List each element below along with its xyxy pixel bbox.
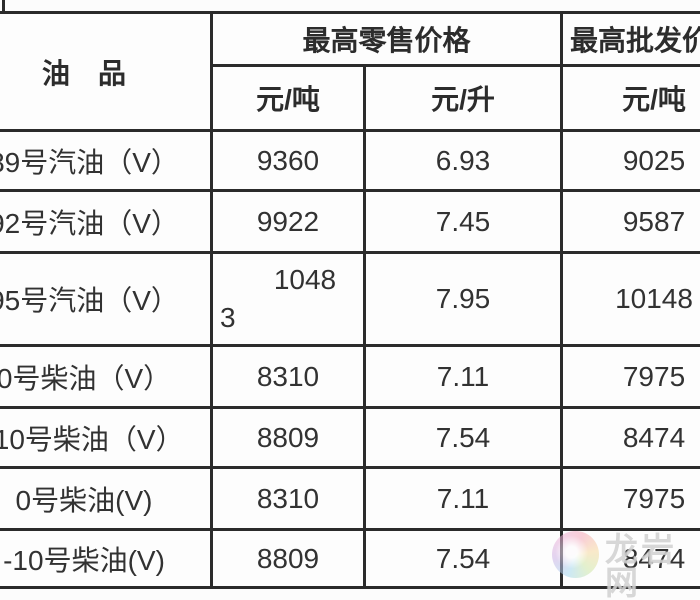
retail-liter-cell: 7.54: [362, 528, 564, 589]
retail-liter-cell: 7.45: [362, 189, 564, 254]
table-row: 0号柴油（V） 8310 7.11 7975: [0, 344, 700, 409]
wrapped-number-line2: 3: [220, 302, 236, 333]
retail-liter-cell: 7.11: [362, 344, 564, 409]
product-cell: -10号柴油（V）: [0, 406, 213, 469]
wholesale-ton-cell: 7975: [560, 466, 700, 531]
product-cell: 89号汽油（V）: [0, 129, 213, 192]
header-retail-per-liter: 元/升: [362, 64, 564, 132]
retail-liter-cell: 6.93: [362, 129, 564, 192]
product-cell: 92号汽油（V）: [0, 189, 213, 254]
retail-ton-cell: 8809: [210, 528, 366, 589]
retail-liter-cell: 7.95: [362, 251, 564, 347]
retail-ton-cell: 8809: [210, 406, 366, 469]
retail-liter-cell: 7.54: [362, 406, 564, 469]
table-row: -10号柴油（V） 8809 7.54 8474: [0, 406, 700, 469]
product-cell: -10号柴油(V): [0, 528, 213, 589]
table-row: -10号柴油(V) 8809 7.54 8474: [0, 528, 700, 589]
header-row-units: 元/吨 元/升 元/吨: [0, 64, 700, 132]
wrapped-number-line1: 1048: [273, 264, 337, 295]
product-cell: 95号汽油（V）: [0, 251, 213, 347]
table-row: 92号汽油（V） 9922 7.45 9587: [0, 189, 700, 254]
retail-ton-cell: 8310: [210, 466, 366, 531]
product-cell: 0号柴油(V): [0, 466, 213, 531]
header-wholesale-group: 最高批发价格: [560, 11, 700, 67]
retail-ton-cell-wrapped: 1048 3: [210, 251, 366, 347]
fuel-price-table: 油 品 最高零售价格 最高批发价格 元/吨 元/升 元/吨 89号汽油（V） 9…: [0, 11, 700, 589]
wrapped-number: 1048 3: [213, 255, 363, 343]
wholesale-ton-cell: 7975: [560, 344, 700, 409]
header-wholesale-per-ton: 元/吨: [560, 64, 700, 132]
retail-ton-cell: 9360: [210, 129, 366, 192]
table-row: 89号汽油（V） 9360 6.93 9025: [0, 129, 700, 192]
header-retail-group: 最高零售价格: [209, 11, 564, 67]
retail-ton-cell: 8310: [210, 344, 366, 409]
retail-liter-cell: 7.11: [362, 466, 564, 531]
table-row: 0号柴油(V) 8310 7.11 7975: [0, 466, 700, 531]
wholesale-ton-cell: 10148: [560, 251, 700, 347]
header-retail-per-ton: 元/吨: [210, 64, 366, 132]
wholesale-ton-cell: 9587: [560, 189, 700, 254]
header-product: 油 品: [0, 11, 213, 132]
wholesale-ton-cell: 8474: [560, 528, 700, 589]
wholesale-ton-cell: 9025: [560, 129, 700, 192]
table-row: 95号汽油（V） 1048 3 7.95 10148: [0, 251, 700, 347]
wholesale-ton-cell: 8474: [560, 406, 700, 469]
header-row-groups: 油 品 最高零售价格 最高批发价格: [0, 11, 700, 132]
retail-ton-cell: 9922: [210, 189, 366, 254]
product-cell: 0号柴油（V）: [0, 344, 213, 409]
cropped-border-artifact: [2, 0, 5, 12]
